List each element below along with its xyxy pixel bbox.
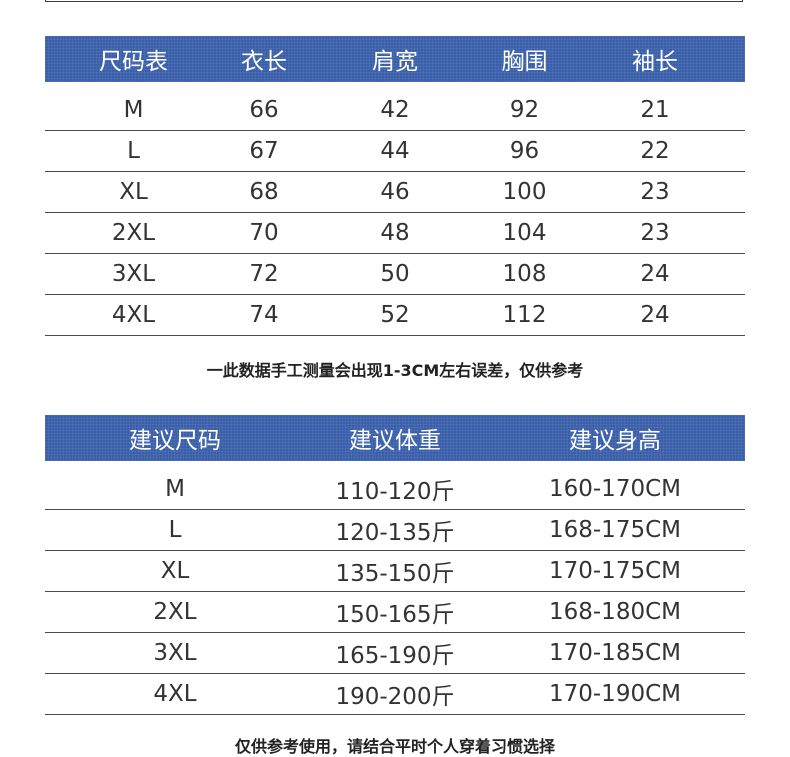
cell-length: 70 [249,220,279,246]
cell-length: 68 [249,179,279,205]
table-row: XL 68 46 100 23 [45,172,745,213]
cell-height: 168-175CM [548,517,681,543]
cell-weight: 165-190斤 [335,643,455,669]
cell-sleeve: 24 [640,302,670,328]
cell-size: 2XL [111,220,156,246]
table-row: 3XL 165-190斤 170-185CM [45,633,745,674]
size-table-header: 尺码表 衣长 肩宽 胸围 袖长 [45,36,745,82]
cell-sleeve: 21 [640,97,670,123]
cell-height: 168-180CM [548,599,681,625]
cell-size: M [123,97,144,123]
recommend-table-header: 建议尺码 建议体重 建议身高 [45,415,745,461]
table-row: M 110-120斤 160-170CM [45,469,745,510]
cell-chest: 96 [509,138,540,164]
header-length: 衣长 [241,49,287,75]
cell-size: 3XL [153,640,197,666]
cell-size: XL [119,179,148,205]
header-size: 尺码表 [99,49,168,75]
header-recommended-weight: 建议体重 [349,428,441,454]
cell-length: 74 [249,302,279,328]
cell-size: M [165,476,185,502]
table-row: M 66 42 92 21 [45,90,745,131]
recommend-table: 建议尺码 建议体重 建议身高 M 110-120斤 160-170CM L 12… [45,415,745,715]
cell-chest: 100 [502,179,547,205]
cell-size: 4XL [111,302,156,328]
header-chest: 胸围 [501,49,548,75]
header-shoulder: 肩宽 [372,49,418,75]
cell-weight: 110-120斤 [335,479,455,505]
cell-shoulder: 42 [380,97,410,123]
header-recommended-size: 建议尺码 [129,428,221,454]
table-row: 4XL 74 52 112 24 [45,295,745,336]
table-row: 4XL 190-200斤 170-190CM [45,674,745,715]
cell-weight: 135-150斤 [335,561,455,587]
cell-length: 66 [249,97,279,123]
cell-size: 4XL [153,681,197,707]
cell-chest: 108 [502,261,547,287]
usage-note: 仅供参考使用，请结合平时个人穿着习惯选择 [234,737,555,756]
cell-height: 170-175CM [548,558,681,584]
cell-sleeve: 24 [640,261,670,287]
cell-height: 160-170CM [548,476,681,502]
cell-size: L [127,138,140,164]
cell-height: 170-185CM [548,640,681,666]
table-row: 2XL 70 48 104 23 [45,213,745,254]
cell-shoulder: 52 [380,302,410,328]
cell-sleeve: 23 [640,179,670,205]
cell-shoulder: 46 [380,179,410,205]
cell-sleeve: 23 [640,220,670,246]
table-row: 3XL 72 50 108 24 [45,254,745,295]
measurement-note: 一此数据手工测量会出现1-3CM左右误差，仅供参考 [206,361,584,380]
header-recommended-height: 建议身高 [569,428,661,454]
cell-chest: 112 [502,302,547,328]
cell-shoulder: 50 [380,261,410,287]
table-row: 2XL 150-165斤 168-180CM [45,592,745,633]
cell-size: 3XL [111,261,156,287]
header-sleeve: 袖长 [632,49,678,75]
cell-chest: 92 [509,97,540,123]
table-row: L 120-135斤 168-175CM [45,510,745,551]
cell-chest: 104 [502,220,547,246]
cell-height: 170-190CM [548,681,681,707]
cell-size: 2XL [153,599,197,625]
cell-shoulder: 44 [380,138,410,164]
cell-weight: 150-165斤 [335,602,455,628]
table-row: XL 135-150斤 170-175CM [45,551,745,592]
cell-size: XL [160,558,190,584]
table-row: L 67 44 96 22 [45,131,745,172]
cell-length: 72 [249,261,279,287]
cell-weight: 120-135斤 [335,520,455,546]
cell-shoulder: 48 [380,220,410,246]
cell-weight: 190-200斤 [335,684,455,710]
top-frame-border [45,0,743,2]
cell-sleeve: 22 [640,138,670,164]
size-table: 尺码表 衣长 肩宽 胸围 袖长 M 66 42 92 21 L 67 44 96… [45,36,745,336]
cell-length: 67 [249,138,279,164]
cell-size: L [168,517,182,543]
